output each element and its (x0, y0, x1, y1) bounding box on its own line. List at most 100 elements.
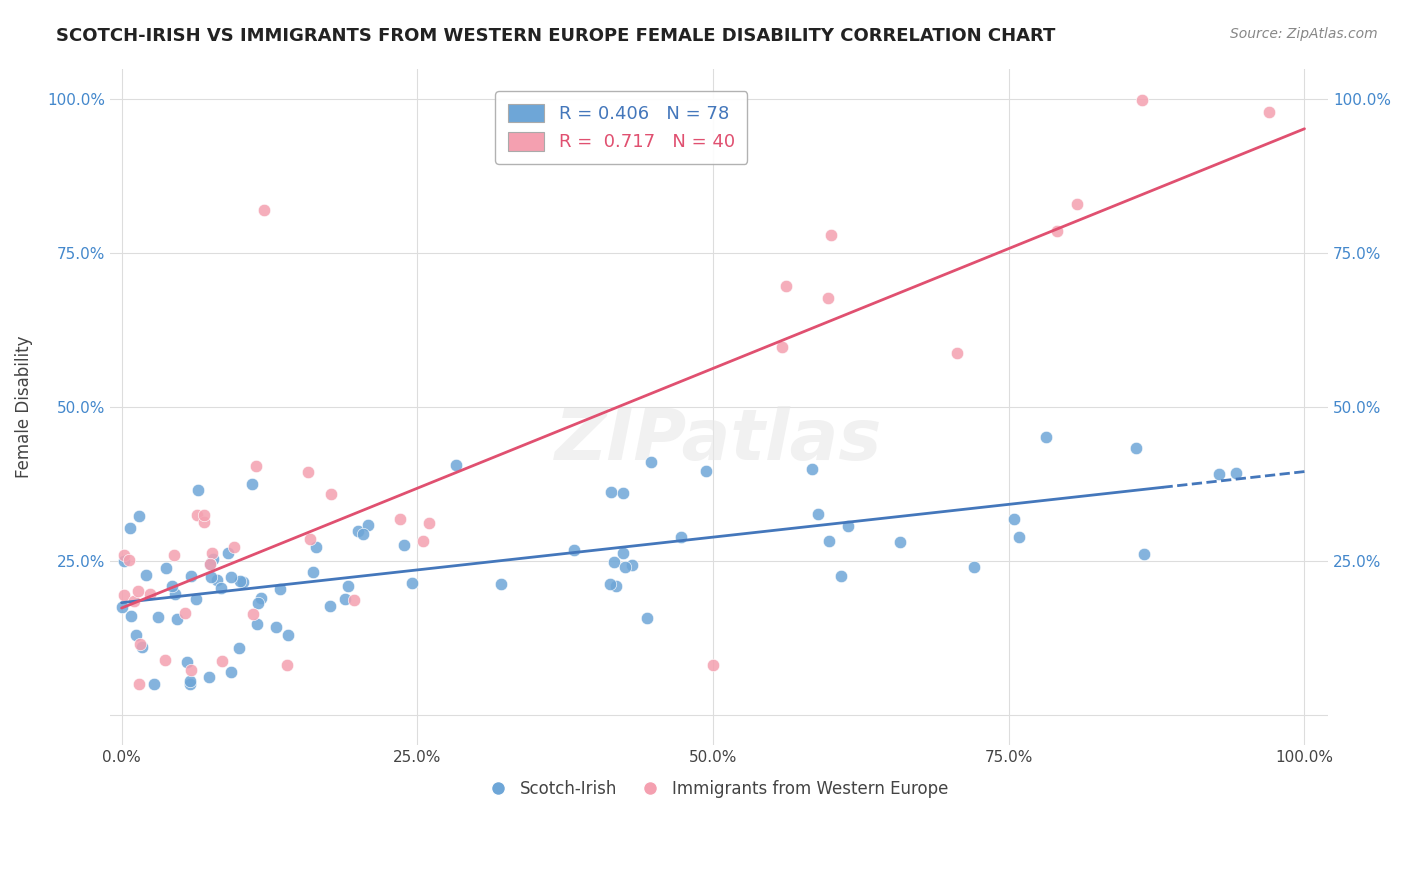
Point (444, 458, 467, 472)
Point (1208, 467, 1230, 481)
Point (120, 521, 142, 535)
Point (605, 578, 627, 592)
Point (412, 533, 434, 548)
Point (695, 464, 717, 478)
Point (1066, 197, 1088, 211)
Point (197, 670, 219, 684)
Point (184, 591, 207, 606)
Point (127, 584, 149, 599)
Point (266, 620, 288, 634)
Point (337, 579, 360, 593)
Point (209, 581, 232, 595)
Point (198, 558, 221, 572)
Point (146, 610, 169, 624)
Point (143, 677, 166, 691)
Point (418, 516, 440, 531)
Point (229, 574, 252, 588)
Point (201, 546, 224, 560)
Point (599, 577, 621, 591)
Point (299, 533, 322, 547)
Point (135, 567, 157, 582)
Point (129, 637, 152, 651)
Point (193, 515, 215, 529)
Point (389, 511, 412, 525)
Point (200, 570, 222, 584)
Point (217, 546, 239, 560)
Point (333, 592, 356, 607)
Point (820, 227, 842, 242)
Point (124, 594, 146, 608)
Point (612, 546, 634, 560)
Point (321, 487, 343, 501)
Point (198, 557, 221, 571)
Point (1225, 466, 1247, 480)
Point (1035, 429, 1057, 443)
Point (276, 658, 298, 673)
Point (232, 574, 254, 589)
Point (305, 540, 328, 554)
Point (112, 589, 135, 603)
Point (245, 458, 267, 473)
Point (830, 569, 852, 583)
Point (131, 640, 153, 654)
Point (180, 569, 202, 583)
Point (277, 628, 299, 642)
Point (636, 611, 658, 625)
Point (1258, 104, 1281, 119)
Point (228, 641, 250, 656)
Point (612, 486, 634, 500)
Point (600, 485, 623, 500)
Point (1002, 512, 1025, 526)
Text: Source: ZipAtlas.com: Source: ZipAtlas.com (1230, 27, 1378, 41)
Point (120, 608, 142, 623)
Point (775, 278, 797, 293)
Point (246, 616, 269, 631)
Point (1008, 530, 1031, 544)
Legend: Scotch-Irish, Immigrants from Western Europe: Scotch-Irish, Immigrants from Western Eu… (482, 773, 955, 805)
Text: SCOTCH-IRISH VS IMMIGRANTS FROM WESTERN EUROPE FEMALE DISABILITY CORRELATION CHA: SCOTCH-IRISH VS IMMIGRANTS FROM WESTERN … (56, 27, 1056, 45)
Y-axis label: Female Disability: Female Disability (15, 335, 32, 478)
Point (179, 673, 201, 688)
Point (297, 465, 319, 479)
Point (889, 535, 911, 549)
Point (125, 628, 148, 642)
Point (201, 551, 224, 566)
Point (1133, 548, 1156, 562)
Point (963, 559, 986, 574)
Point (240, 476, 263, 491)
Point (111, 599, 134, 614)
Text: ZIPatlas: ZIPatlas (555, 406, 883, 475)
Point (302, 565, 325, 579)
Point (319, 599, 342, 614)
Point (347, 524, 370, 538)
Point (180, 663, 202, 677)
Point (112, 554, 135, 568)
Point (186, 508, 208, 523)
Point (357, 517, 380, 532)
Point (614, 560, 637, 574)
Point (205, 573, 228, 587)
Point (837, 518, 859, 533)
Point (817, 291, 839, 305)
Point (401, 575, 423, 590)
Point (211, 654, 233, 668)
Point (1046, 224, 1069, 238)
Point (807, 507, 830, 521)
Point (242, 607, 264, 622)
Point (818, 534, 841, 549)
Point (343, 592, 366, 607)
Point (153, 653, 176, 667)
Point (252, 202, 274, 217)
Point (179, 677, 201, 691)
Point (118, 553, 141, 567)
Point (1125, 441, 1147, 455)
Point (770, 339, 793, 353)
Point (138, 587, 160, 601)
Point (800, 461, 823, 475)
Point (166, 612, 188, 626)
Point (155, 561, 177, 575)
Point (247, 596, 270, 610)
Point (489, 577, 512, 591)
Point (603, 555, 626, 569)
Point (352, 527, 374, 541)
